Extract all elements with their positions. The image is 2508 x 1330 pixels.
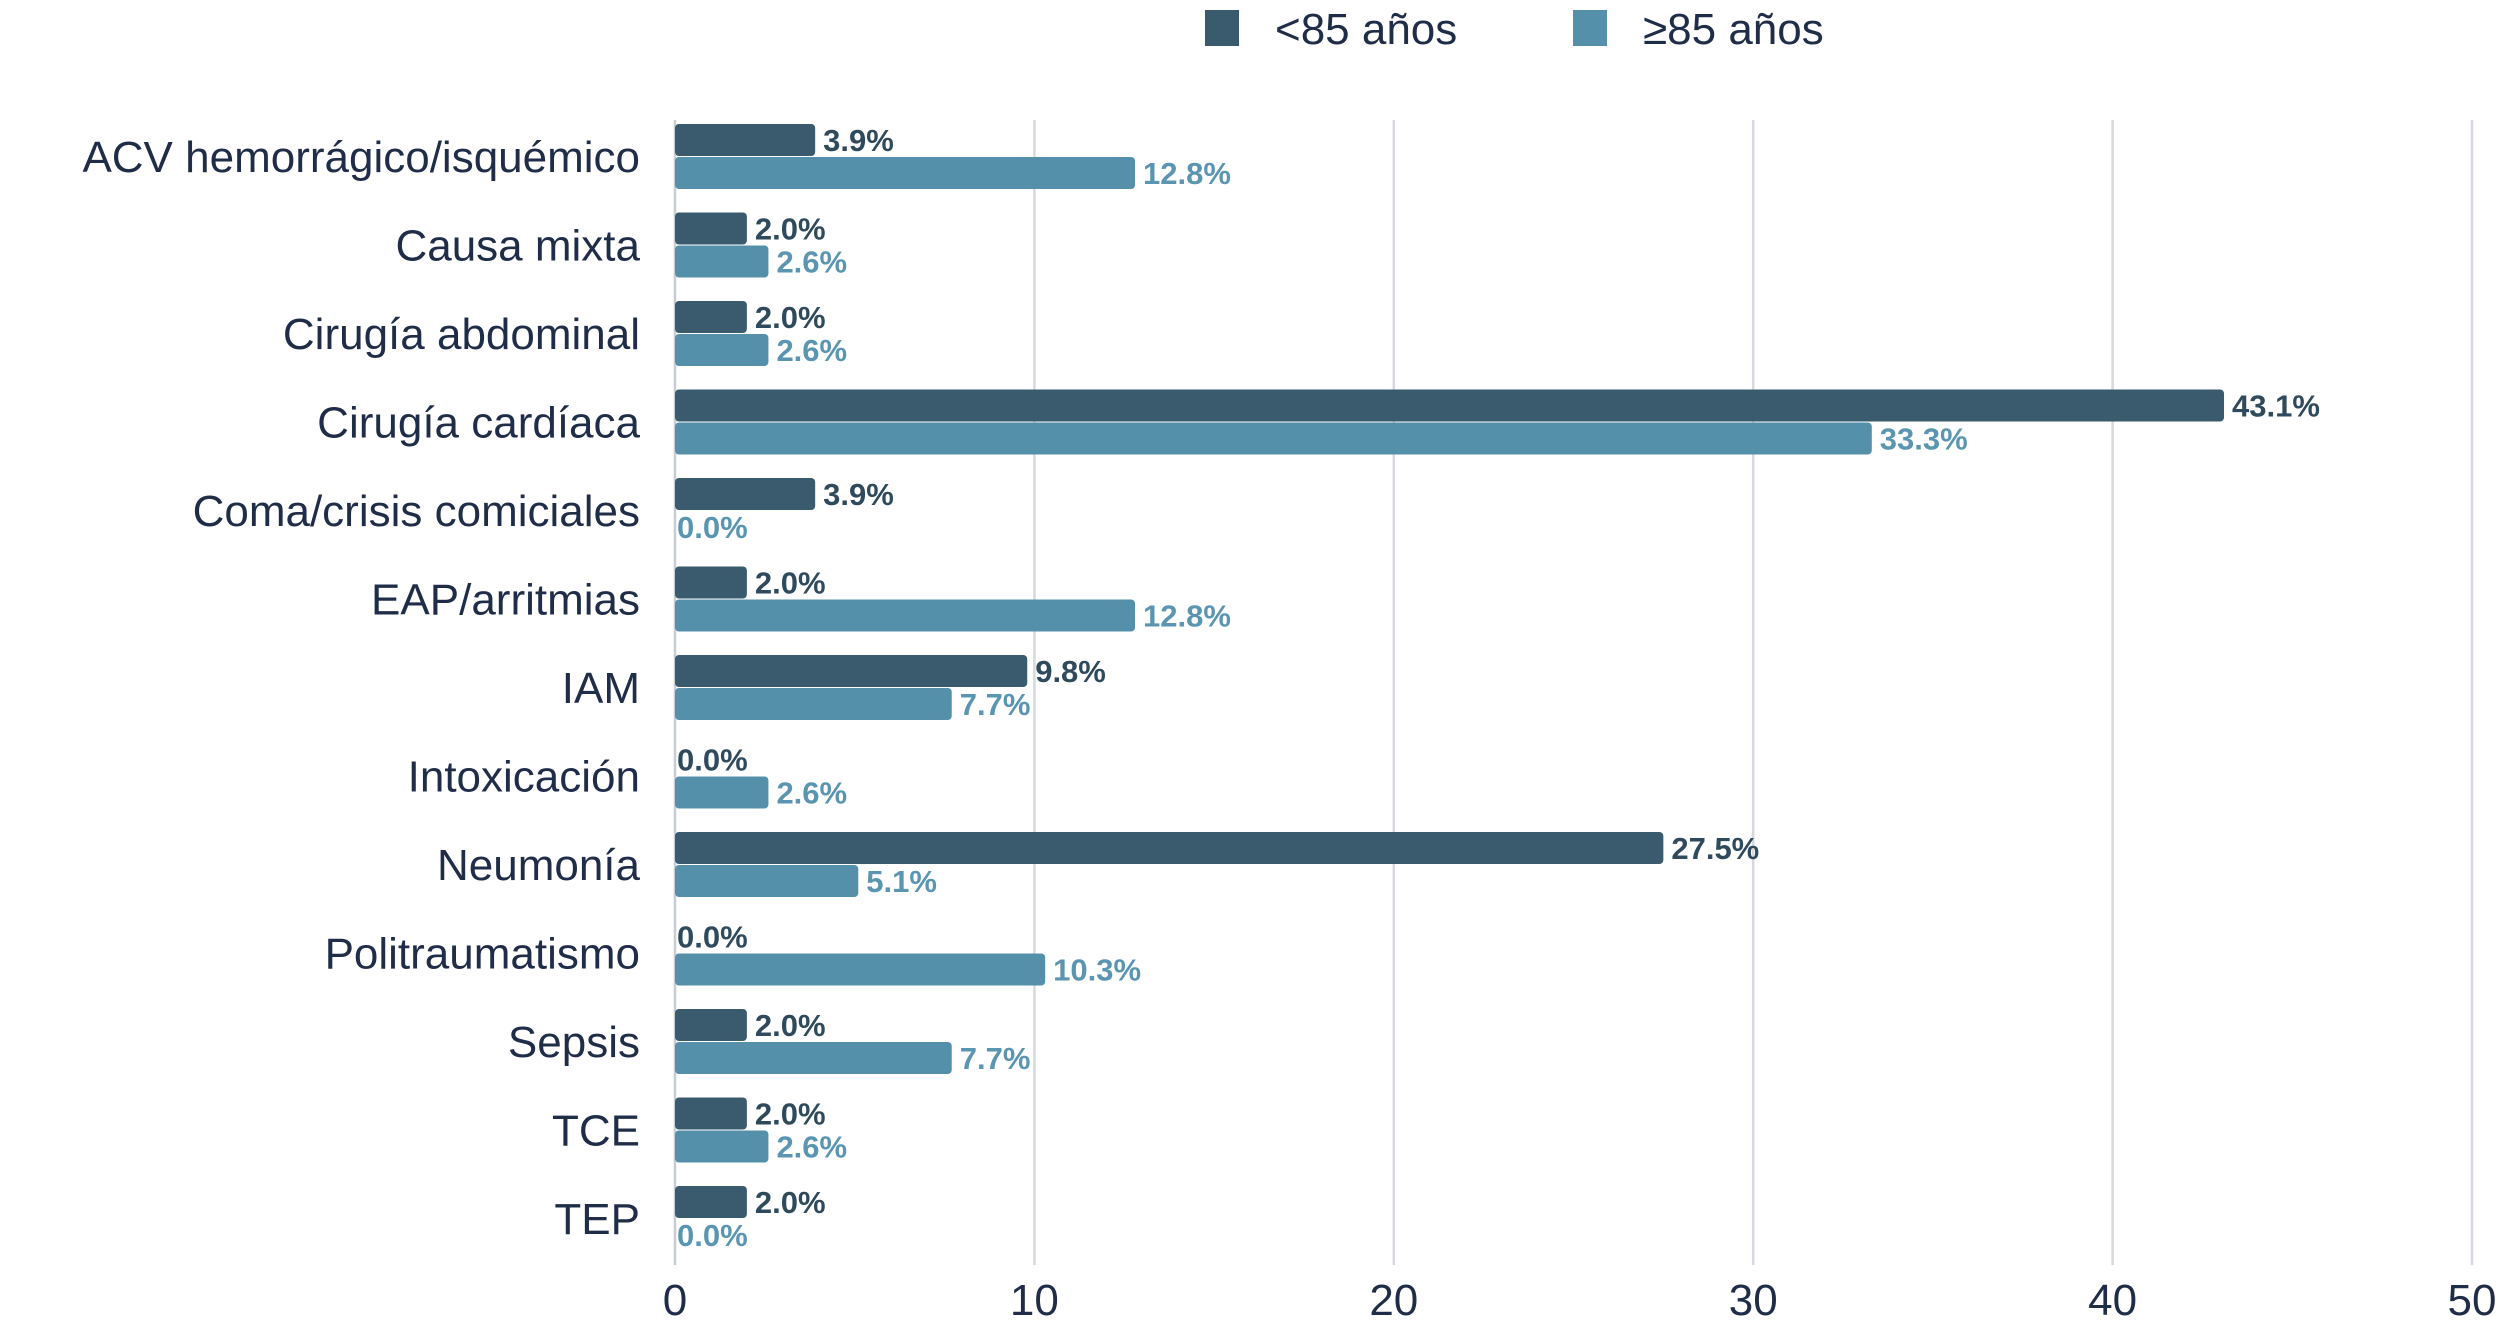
category-label: Coma/crisis comiciales bbox=[193, 487, 640, 536]
data-label: 3.9% bbox=[823, 123, 894, 158]
data-label: 9.8% bbox=[1035, 654, 1106, 689]
bar bbox=[675, 688, 952, 720]
bar bbox=[675, 301, 747, 333]
data-label: 43.1% bbox=[2232, 389, 2320, 424]
grid bbox=[673, 120, 2474, 1265]
data-label: 5.1% bbox=[866, 864, 937, 899]
data-label: 7.7% bbox=[960, 1041, 1031, 1076]
data-label: 2.6% bbox=[776, 1130, 847, 1165]
data-label: 27.5% bbox=[1671, 831, 1759, 866]
bar bbox=[675, 1186, 747, 1218]
bar bbox=[675, 566, 747, 599]
x-tick-label: 50 bbox=[2448, 1276, 2497, 1325]
category-label: Neumonía bbox=[437, 841, 641, 890]
bar bbox=[675, 1042, 952, 1074]
category-label: Politraumatismo bbox=[325, 930, 640, 979]
bar bbox=[675, 655, 1028, 687]
category-label: IAM bbox=[562, 664, 640, 713]
category-label: TEP bbox=[554, 1195, 640, 1244]
category-labels: ACV hemorrágico/isquémico Causa mixta Ciru… bbox=[82, 133, 640, 1244]
data-label: 0.0% bbox=[677, 743, 748, 778]
category-label: EAP/arritmias bbox=[371, 576, 640, 625]
category-label: Intoxicación bbox=[408, 753, 640, 802]
bar bbox=[675, 422, 1872, 455]
bar bbox=[675, 124, 816, 156]
x-tick-label: 20 bbox=[1369, 1276, 1418, 1325]
data-label: 2.6% bbox=[776, 333, 847, 368]
data-label: 2.6% bbox=[776, 245, 847, 280]
bar bbox=[675, 389, 2225, 422]
bar bbox=[675, 1009, 747, 1041]
data-label: 2.0% bbox=[755, 212, 826, 247]
legend-label: ≥85 años bbox=[1643, 5, 1824, 54]
data-label: 0.0% bbox=[677, 510, 748, 545]
data-label: 2.0% bbox=[755, 1008, 826, 1043]
bar bbox=[675, 157, 1136, 189]
bar bbox=[675, 1130, 769, 1163]
data-label: 2.0% bbox=[755, 1097, 826, 1132]
category-label: Cirugía abdominal bbox=[283, 310, 640, 359]
data-label: 12.8% bbox=[1143, 156, 1231, 191]
x-tick-label: 30 bbox=[1729, 1276, 1778, 1325]
bar bbox=[675, 212, 747, 245]
data-label: 2.0% bbox=[755, 1185, 826, 1220]
x-axis-ticks: 0 10 20 30 40 50 bbox=[663, 1276, 2497, 1325]
x-tick-label: 40 bbox=[2088, 1276, 2137, 1325]
bar bbox=[675, 245, 769, 278]
data-label: 10.3% bbox=[1053, 953, 1141, 988]
bars: 3.9%12.8%2.0%2.6%2.0%2.6%43.1%33.3%3.9%0… bbox=[675, 123, 2320, 1253]
legend: <85 años ≥85 años bbox=[1205, 5, 1824, 54]
category-label: Cirugía cardíaca bbox=[317, 399, 640, 448]
category-label: ACV hemorrágico/isquémico bbox=[82, 133, 640, 182]
legend-swatch bbox=[1205, 10, 1239, 46]
data-label: 0.0% bbox=[677, 920, 748, 955]
bar bbox=[675, 865, 859, 897]
data-label: 7.7% bbox=[960, 687, 1031, 722]
legend-swatch bbox=[1573, 10, 1607, 46]
category-label: Causa mixta bbox=[395, 222, 640, 271]
category-label: Sepsis bbox=[508, 1018, 640, 1067]
category-label: TCE bbox=[552, 1107, 640, 1156]
bar bbox=[675, 832, 1664, 864]
x-tick-label: 10 bbox=[1010, 1276, 1059, 1325]
data-label: 2.0% bbox=[755, 566, 826, 601]
legend-label: <85 años bbox=[1275, 5, 1457, 54]
bar bbox=[675, 478, 816, 510]
data-label: 3.9% bbox=[823, 477, 894, 512]
data-label: 0.0% bbox=[677, 1218, 748, 1253]
bar bbox=[675, 953, 1046, 986]
bar bbox=[675, 334, 769, 366]
data-label: 2.0% bbox=[755, 300, 826, 335]
data-label: 33.3% bbox=[1880, 422, 1968, 457]
bar bbox=[675, 599, 1136, 632]
bar bbox=[675, 776, 769, 809]
data-label: 2.6% bbox=[776, 776, 847, 811]
bar bbox=[675, 1097, 747, 1130]
data-label: 12.8% bbox=[1143, 599, 1231, 634]
x-tick-label: 0 bbox=[663, 1276, 687, 1325]
